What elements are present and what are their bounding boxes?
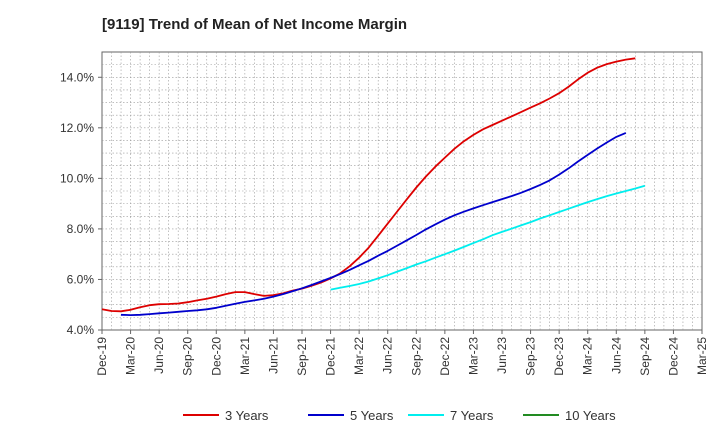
x-tick-label: Dec-24	[666, 337, 680, 376]
legend-label: 7 Years	[450, 408, 494, 423]
x-tick-label: Dec-20	[209, 337, 223, 376]
x-tick-label: Sep-22	[409, 337, 423, 376]
x-axis: Dec-19 Mar-20 Jun-20 Sep-20 Dec-20 Mar-21 Jun-…	[95, 330, 709, 376]
x-tick-label: Jun-23	[495, 337, 509, 374]
x-tick-label: Mar-24	[581, 337, 595, 375]
x-tick-label: Dec-19	[95, 337, 109, 376]
x-tick-label: Sep-21	[295, 337, 309, 376]
x-tick-label: Jun-24	[609, 337, 623, 374]
series-line-3-years	[101, 57, 636, 313]
series-line-7-years	[330, 184, 646, 291]
series-lines	[101, 57, 646, 317]
x-tick-label: Mar-23	[466, 337, 480, 375]
y-axis: 4.0% 6.0% 8.0% 10.0% 12.0% 14.0%	[60, 70, 102, 337]
chart-title: [9119] Trend of Mean of Net Income Margi…	[102, 16, 407, 33]
x-tick-label: Dec-23	[552, 337, 566, 376]
x-tick-label: Mar-22	[352, 337, 366, 375]
y-tick-label: 6.0%	[67, 272, 95, 286]
x-tick-label: Jun-22	[381, 337, 395, 374]
x-tick-label: Mar-25	[695, 337, 709, 375]
x-tick-label: Sep-23	[524, 337, 538, 376]
legend: 3 Years 5 Years 7 Years 10 Years	[183, 408, 616, 423]
x-tick-label: Mar-21	[238, 337, 252, 375]
x-tick-label: Jun-20	[152, 337, 166, 374]
plot-area	[101, 51, 703, 331]
legend-label: 5 Years	[350, 408, 394, 423]
series-line-5-years	[120, 132, 627, 317]
y-tick-label: 10.0%	[60, 171, 94, 185]
legend-label: 3 Years	[225, 408, 269, 423]
grid	[102, 52, 702, 330]
x-tick-label: Dec-22	[438, 337, 452, 376]
x-tick-label: Sep-24	[638, 337, 652, 376]
y-tick-label: 8.0%	[67, 222, 95, 236]
y-tick-label: 12.0%	[60, 121, 94, 135]
x-tick-label: Mar-20	[124, 337, 138, 375]
x-tick-label: Jun-21	[266, 337, 280, 374]
x-tick-label: Sep-20	[181, 337, 195, 376]
y-tick-label: 4.0%	[67, 323, 95, 337]
legend-label: 10 Years	[565, 408, 616, 423]
y-tick-label: 14.0%	[60, 70, 94, 84]
x-tick-label: Dec-21	[324, 337, 338, 376]
